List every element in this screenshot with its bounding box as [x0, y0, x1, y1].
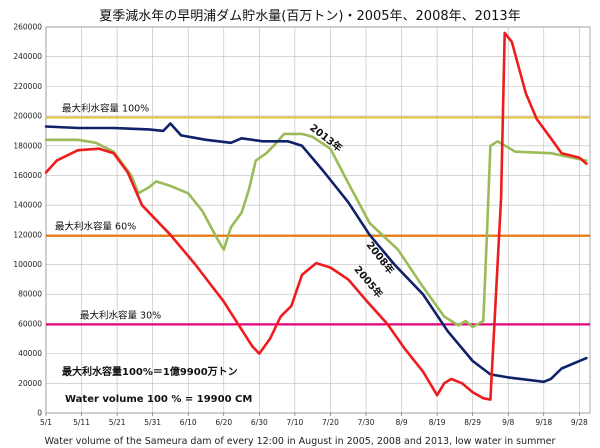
y-tick-label: 220000 [13, 82, 42, 91]
y-tick-label: 120000 [13, 230, 42, 239]
x-tick-label: 8/29 [464, 418, 481, 427]
annotation-capacity-jp: 最大利水容量100%＝1億9900万トン [62, 365, 238, 378]
series-line-1 [44, 122, 588, 384]
y-tick-label: 160000 [13, 171, 42, 180]
series-lines [44, 31, 588, 401]
x-tick-label: 6/30 [251, 418, 268, 427]
y-axis: 0 20000 40000 60000 80000 100000 120000 140000 1… [13, 23, 42, 418]
x-tick-label: 5/1 [40, 418, 52, 427]
x-tick-label: 7/20 [322, 418, 339, 427]
series-line-0 [44, 132, 588, 329]
y-tick-label: 20000 [18, 379, 42, 388]
y-tick-label: 60000 [18, 319, 42, 328]
x-tick-label: 8/19 [429, 418, 446, 427]
y-tick-label: 200000 [13, 112, 42, 121]
chart-caption: Water volume of the Sameura dam of every… [45, 436, 556, 447]
annotation-capacity-en: Water volume 100 % = 19900 CM [65, 394, 252, 405]
x-tick-label: 5/11 [73, 418, 90, 427]
x-tick-label: 8/9 [396, 418, 408, 427]
grid [45, 26, 591, 414]
x-tick-label: 5/21 [109, 418, 126, 427]
x-tick-label: 5/31 [144, 418, 161, 427]
y-tick-label: 0 [37, 409, 42, 418]
reference-line-label: 最大利水容量 100% [62, 103, 149, 115]
x-tick-label: 6/10 [180, 418, 197, 427]
y-tick-label: 40000 [18, 349, 42, 358]
series-line-2 [44, 31, 588, 401]
y-tick-label: 180000 [13, 141, 42, 150]
x-tick-label: 7/10 [286, 418, 303, 427]
x-tick-label: 9/8 [502, 418, 514, 427]
y-tick-label: 260000 [13, 23, 42, 32]
y-tick-label: 140000 [13, 201, 42, 210]
y-tick-label: 240000 [13, 52, 42, 61]
reference-line-label: 最大利水容量 30% [80, 309, 161, 321]
y-tick-label: 100000 [13, 260, 42, 269]
x-tick-label: 9/28 [571, 418, 588, 427]
y-tick-label: 80000 [18, 290, 42, 299]
series-label-2: 2005年 [351, 263, 385, 300]
x-tick-label: 6/20 [215, 418, 232, 427]
x-axis: 5/1 5/11 5/21 5/31 6/10 6/20 6/30 7/10 7/20 7/30 8… [40, 413, 588, 427]
chart-title: 夏季減水年の早明浦ダム貯水量(百万トン)・2005年、2008年、2013年 [99, 8, 520, 24]
plot-frame [45, 26, 591, 414]
reference-line-label: 最大利水容量 60% [55, 221, 136, 233]
x-tick-label: 9/18 [535, 418, 552, 427]
x-tick-label: 7/30 [358, 418, 375, 427]
